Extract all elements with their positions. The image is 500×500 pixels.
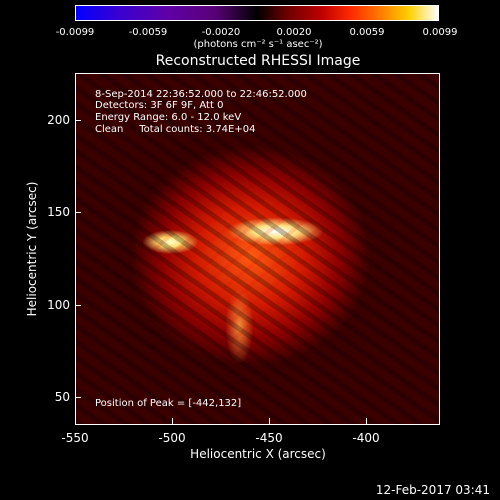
colorbar-tick-label: -0.0020 (201, 27, 241, 38)
colorbar-units: (photons cm⁻² s⁻¹ asec⁻²) (193, 39, 323, 50)
x-tick (75, 418, 76, 424)
colorbar-tick-label: -0.0059 (128, 27, 168, 38)
colorbar-tick-label: 0.0099 (422, 27, 458, 38)
x-tick-label: -450 (255, 431, 283, 445)
peak-position: Position of Peak = [-442,132] (95, 398, 242, 409)
colorbar-tick-label: -0.0099 (55, 27, 95, 38)
y-axis-label: Heliocentric Y (arcsec) (25, 181, 39, 317)
y-tick (75, 120, 81, 121)
info-energy: Energy Range: 6.0 - 12.0 keV (95, 112, 242, 123)
y-tick-label: 150 (47, 205, 70, 219)
y-tick-label: 50 (54, 390, 70, 404)
y-tick (75, 397, 81, 398)
x-tick-label: -500 (158, 431, 186, 445)
y-tick-label: 200 (47, 113, 70, 127)
image-texture (76, 74, 439, 424)
x-axis-label: Heliocentric X (arcsec) (190, 447, 326, 461)
x-tick (269, 418, 270, 424)
x-tick-label: -550 (61, 431, 89, 445)
x-tick (366, 418, 367, 424)
timestamp: 12-Feb-2017 03:41 (375, 483, 490, 497)
info-time: 8-Sep-2014 22:36:52.000 to 22:46:52.000 (95, 89, 307, 100)
colorbar-tick-label: 0.0020 (276, 27, 312, 38)
y-tick (75, 305, 81, 306)
colorbar (75, 5, 439, 21)
x-tick-label: -400 (352, 431, 380, 445)
info-clean: Clean Total counts: 3.74E+04 (95, 124, 256, 135)
colorbar-tick-label: 0.0059 (349, 27, 385, 38)
info-detectors: Detectors: 3F 6F 9F, Att 0 (95, 100, 224, 111)
y-tick (75, 212, 81, 213)
rhessi-image (75, 73, 440, 425)
plot-title: Reconstructed RHESSI Image (155, 53, 361, 69)
y-tick-label: 100 (47, 298, 70, 312)
x-tick (172, 418, 173, 424)
